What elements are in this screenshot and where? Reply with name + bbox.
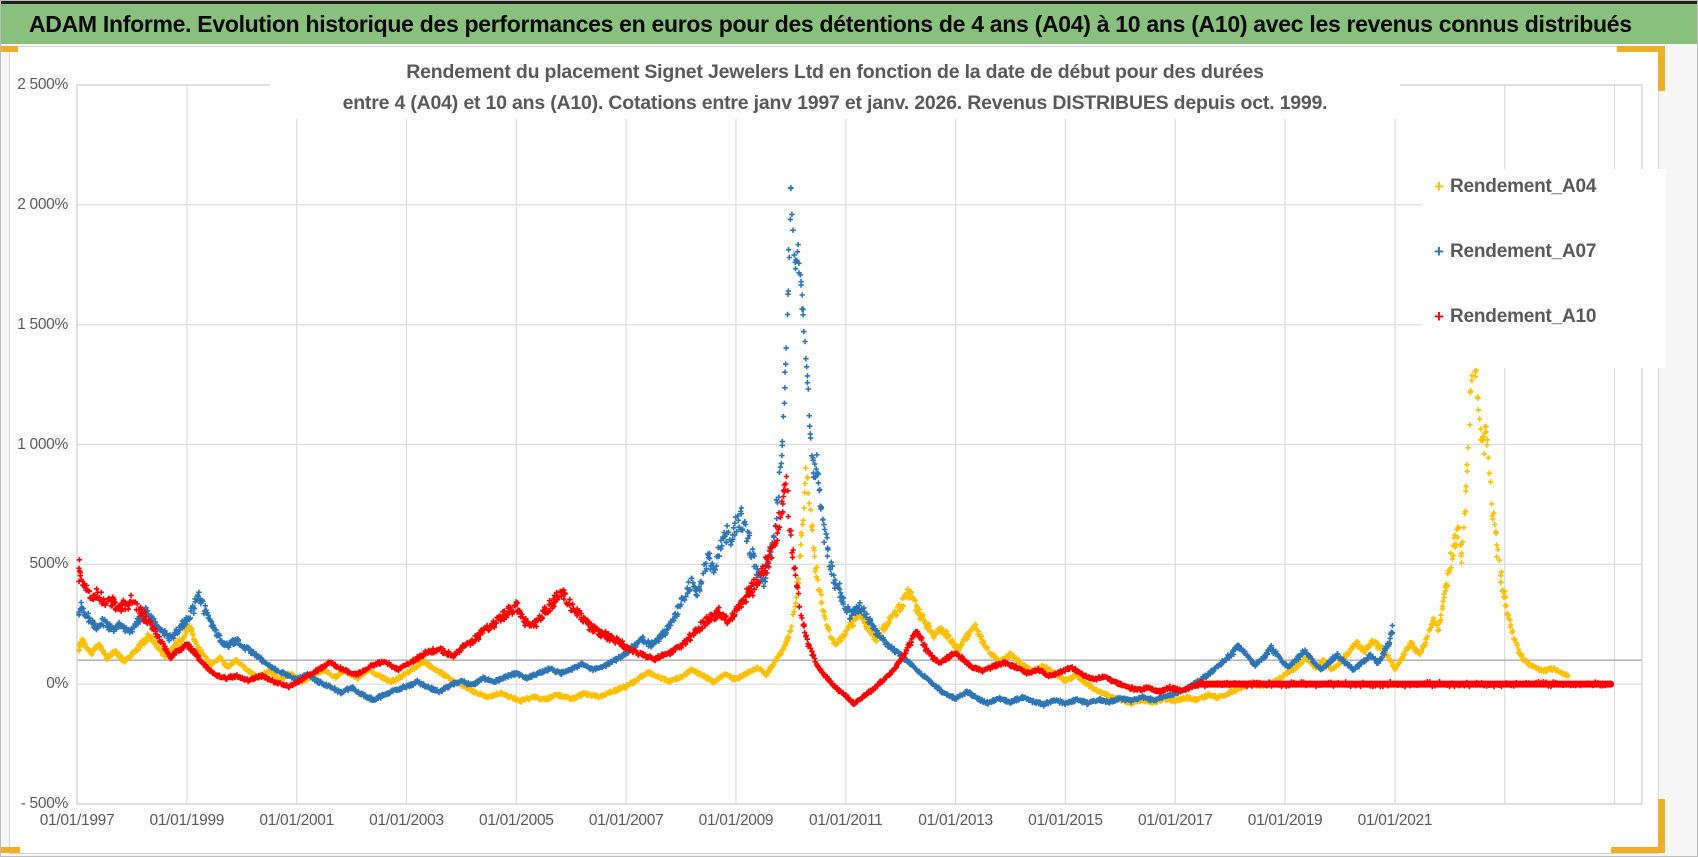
plus-marker-icon: + <box>1434 177 1444 196</box>
x-axis-tick-label: 01/01/2007 <box>588 812 664 829</box>
x-axis-tick-label: 01/01/2011 <box>809 812 883 829</box>
series-rendement_a07-points <box>76 185 1396 709</box>
x-axis-tick-label: 01/01/2013 <box>918 812 993 829</box>
x-axis-tick-label: 01/01/2001 <box>259 812 334 829</box>
chart-title-line1: Rendement du placement Signet Jewelers L… <box>406 61 1264 83</box>
selection-corner-bottom-right-h <box>1611 847 1665 853</box>
legend-label: Rendement_A07 <box>1450 241 1597 262</box>
legend-entry-rendement_a07[interactable]: + Rendement_A07 <box>1428 238 1666 266</box>
x-axis-tick-label: 01/01/2005 <box>479 812 554 829</box>
y-axis-tick-label: 2 000% <box>17 195 68 213</box>
y-axis-tick-label: 1 500% <box>17 315 68 333</box>
chart-legend[interactable]: + Rendement_A04 + Rendement_A07 + Rendement_A… <box>1422 169 1666 368</box>
x-axis-tick-label: 01/01/1999 <box>149 812 225 829</box>
legend-label: Rendement_A04 <box>1450 176 1597 197</box>
chart-plot <box>76 84 1643 805</box>
x-axis-tick-label: 01/01/2021 <box>1357 812 1433 829</box>
selection-corner-top-right-h <box>1617 46 1665 52</box>
legend-entry-rendement_a04[interactable]: + Rendement_A04 <box>1428 173 1666 201</box>
selection-corner-bottom-right-v <box>1658 799 1665 853</box>
x-axis-tick-label: 01/01/2017 <box>1137 812 1213 829</box>
legend-entry-rendement_a10[interactable]: + Rendement_A10 <box>1428 303 1666 331</box>
selection-corner-top-left <box>1 46 18 52</box>
plus-marker-icon: + <box>1434 307 1444 326</box>
y-axis-tick-label: 0% <box>46 675 68 693</box>
y-axis-tick-label: 2 500% <box>17 76 68 93</box>
chart-title-line2: entre 4 (A04) et 10 ans (A10). Cotations… <box>342 92 1328 114</box>
x-axis-tick-label: 01/01/2009 <box>698 812 774 829</box>
x-axis-tick-label: 01/01/1997 <box>39 812 115 829</box>
x-axis-tick-label: 01/01/2019 <box>1247 812 1323 829</box>
header-title: ADAM Informe. Evolution historique des p… <box>29 10 1632 37</box>
header-bar: ADAM Informe. Evolution historique des p… <box>1 1 1697 44</box>
y-axis-tick-label: - 500% <box>20 795 69 812</box>
legend-label: Rendement_A10 <box>1450 306 1597 327</box>
x-axis-tick-label: 01/01/2015 <box>1028 812 1103 829</box>
y-axis-tick-label: 1 000% <box>17 435 68 453</box>
selection-corner-bottom-left <box>1 847 20 853</box>
series-rendement_a10-points <box>76 473 1613 707</box>
chart-card[interactable]: Rendement du placement Signet Jewelers L… <box>9 46 1666 854</box>
selection-corner-top-right-v <box>1658 46 1665 91</box>
chart-title: Rendement du placement Signet Jewelers L… <box>270 57 1400 119</box>
x-axis-tick-label: 01/01/2003 <box>369 812 444 829</box>
y-axis-tick-label: 500% <box>29 555 69 573</box>
plus-marker-icon: + <box>1434 242 1444 261</box>
series-rendement_a04-points <box>76 344 1571 707</box>
